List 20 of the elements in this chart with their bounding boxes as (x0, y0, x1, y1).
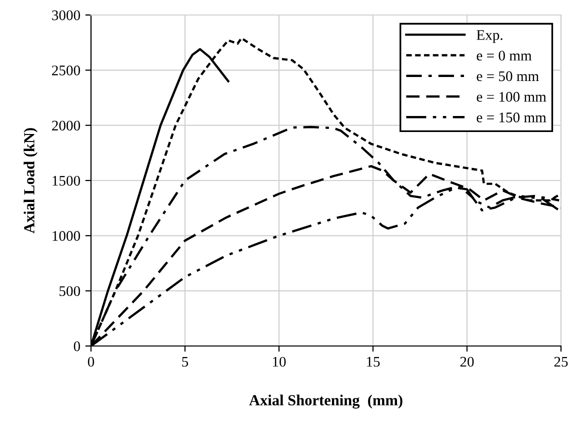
x-tick-label: 5 (182, 356, 188, 367)
x-tick-label: 0 (88, 356, 94, 367)
y-axis-title: Axial Load (kN) (24, 128, 38, 234)
legend-label: Exp. (476, 30, 502, 43)
y-tick-label: 3000 (52, 10, 80, 20)
legend-label: e = 100 mm (476, 92, 546, 102)
y-tick-label: 1500 (52, 176, 80, 186)
y-tick-label: 0 (74, 341, 80, 352)
x-axis-title: Axial Shortening (mm) (249, 394, 402, 409)
x-tick-label: 20 (460, 356, 474, 367)
y-tick-label: 1000 (52, 231, 80, 241)
x-tick-label: 15 (366, 356, 380, 367)
y-tick-label: 2000 (52, 120, 80, 131)
legend-label: e = 50 mm (476, 71, 539, 82)
x-tick-label: 25 (554, 356, 568, 367)
legend-label: e = 0 mm (476, 50, 532, 61)
y-tick-label: 2500 (52, 66, 80, 76)
x-tick-label: 10 (272, 356, 286, 367)
legend-label: e = 150 mm (476, 112, 546, 122)
y-tick-label: 500 (60, 286, 80, 296)
